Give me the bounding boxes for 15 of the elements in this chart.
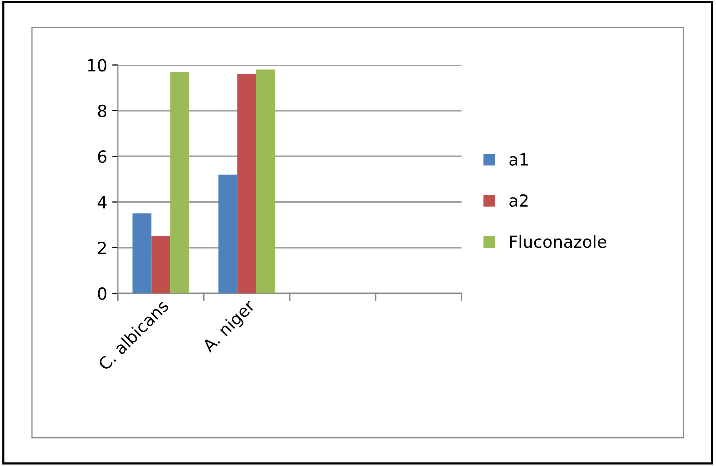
bar bbox=[132, 214, 152, 294]
legend-label: a1 bbox=[510, 154, 528, 166]
y-tick-label: 4 bbox=[98, 196, 107, 209]
bar bbox=[170, 72, 190, 294]
bar bbox=[238, 74, 256, 294]
y-tick-label: 2 bbox=[98, 242, 106, 254]
legend-label: Fluconazole bbox=[510, 235, 607, 248]
y-tick-label: 6 bbox=[98, 150, 107, 164]
y-tick-label: 8 bbox=[98, 104, 107, 118]
y-tick-label: 10 bbox=[88, 59, 107, 72]
y-tick-label: 0 bbox=[98, 288, 107, 300]
bar bbox=[152, 236, 171, 294]
bar bbox=[218, 174, 238, 294]
bar bbox=[256, 70, 276, 294]
legend-label: a2 bbox=[510, 194, 528, 208]
